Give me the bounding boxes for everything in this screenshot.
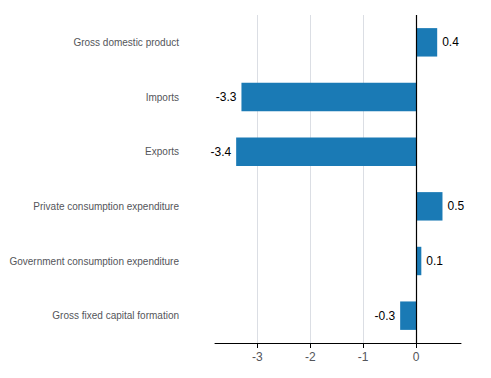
svg-text:0.1: 0.1 [426,254,443,268]
svg-text:Exports: Exports [145,146,179,157]
svg-text:0.4: 0.4 [442,35,459,49]
svg-text:Imports: Imports [146,92,179,103]
svg-text:-2: -2 [305,350,316,364]
svg-text:-3: -3 [252,350,263,364]
svg-text:-1: -1 [358,350,369,364]
svg-text:Private consumption expenditur: Private consumption expenditure [33,201,179,212]
svg-text:Gross domestic product: Gross domestic product [73,37,179,48]
svg-text:0: 0 [413,350,420,364]
svg-text:-3.3: -3.3 [216,90,237,104]
svg-text:-0.3: -0.3 [374,309,395,323]
svg-text:Gross fixed capital formation: Gross fixed capital formation [52,310,179,321]
svg-text:-3.4: -3.4 [210,145,231,159]
svg-text:0.5: 0.5 [447,199,464,213]
svg-text:Government consumption expendi: Government consumption expenditure [9,256,179,267]
